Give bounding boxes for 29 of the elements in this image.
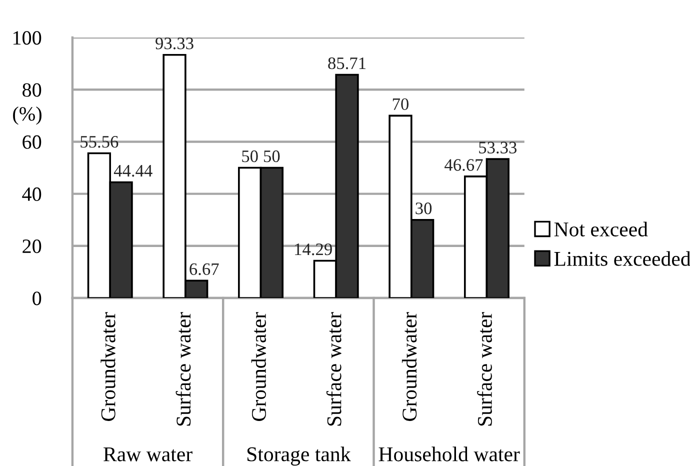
data-label: 30 [416,202,432,214]
y-tick-label: 80 [22,83,42,97]
data-label: 85.71 [328,57,366,70]
x-tick-label: Groundwater [251,312,266,421]
data-label: 46.67 [444,159,483,171]
y-axis-title: (%) [13,106,42,125]
y-tick-label: 20 [22,240,42,254]
data-label: 50 [242,150,258,162]
text: Household water [378,446,520,462]
y-tick-label: 60 [22,135,42,149]
data-label: 93.33 [156,38,194,50]
text: Raw water [104,447,192,462]
data-label: 70 [392,98,409,110]
x-tick-label: Groundwater [402,312,417,421]
y-tick-label: 0 [32,292,42,306]
data-label: 55.56 [80,136,118,148]
x-tick-label: Surface water [326,312,342,426]
legend-label: Not exceed [554,222,648,236]
data-label: 50 [264,150,280,162]
x-tick-label: Surface water [176,312,191,426]
data-label: 44.44 [114,165,152,177]
data-label: 14.29 [295,244,332,256]
text: Storage tank [247,446,351,466]
data-label: 53.33 [479,142,517,154]
x-tick-label: Groundwater [100,312,116,421]
y-tick-label: 100 [13,31,42,45]
data-label: 6.67 [190,263,219,276]
y-tick-label: 40 [22,187,42,201]
x-tick-label: Surface water [477,312,492,426]
